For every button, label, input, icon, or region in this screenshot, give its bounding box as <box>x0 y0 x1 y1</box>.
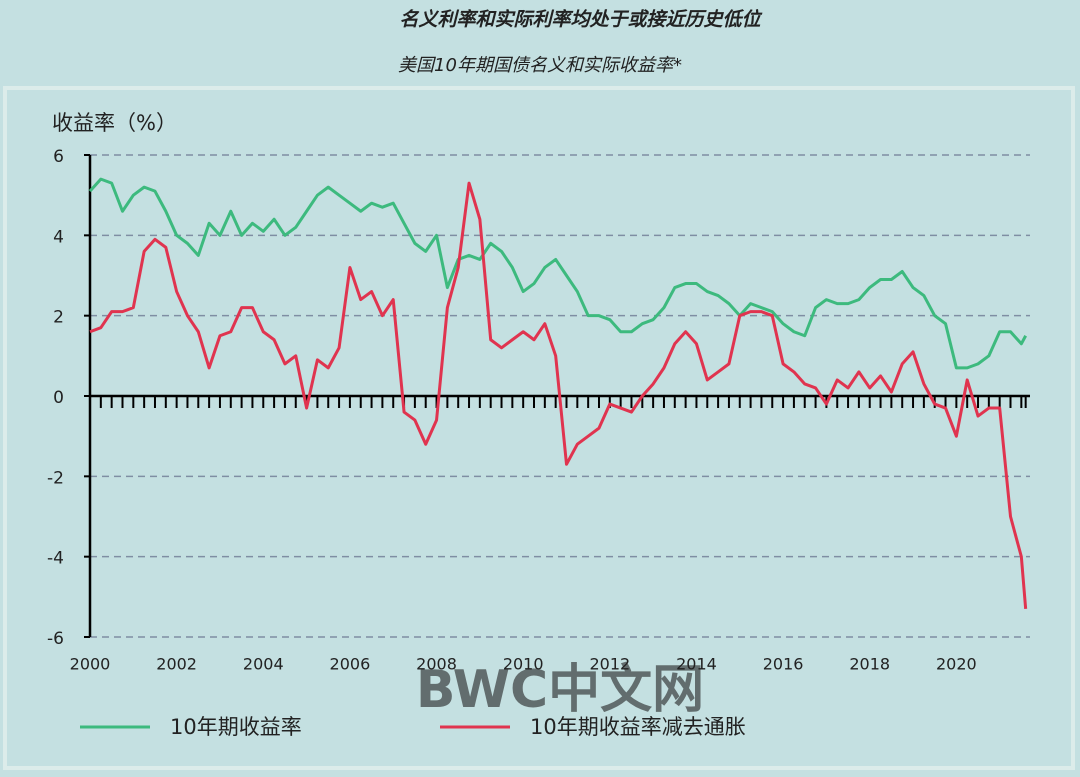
y-tick-label: 0 <box>53 388 64 408</box>
y-tick-label: -6 <box>47 629 64 649</box>
x-tick-label: 2004 <box>243 655 284 674</box>
y-tick-label: 4 <box>53 227 64 247</box>
legend-label: 10年期收益率减去通胀 <box>530 715 746 739</box>
watermark: BWC中文网 <box>416 660 704 720</box>
legend-label: 10年期收益率 <box>170 715 302 739</box>
y-tick-label: 6 <box>53 147 64 167</box>
x-tick-label: 2002 <box>156 655 197 674</box>
x-tick-label: 2016 <box>763 655 804 674</box>
frame <box>3 86 1075 770</box>
x-tick-label: 2020 <box>936 655 977 674</box>
x-tick-label: 2018 <box>849 655 890 674</box>
y-tick-label: -2 <box>47 468 64 488</box>
y-tick-label: -4 <box>47 549 64 569</box>
y-tick-label: 2 <box>53 308 64 328</box>
y-axis-label: 收益率（%） <box>52 111 177 135</box>
series-line <box>89 181 1028 610</box>
x-tick-label: 2008 <box>416 655 457 674</box>
x-tick-label: 2010 <box>503 655 544 674</box>
series-line <box>88 177 1027 370</box>
x-tick-label: 2006 <box>330 655 371 674</box>
x-tick-label: 2014 <box>676 655 717 674</box>
chart-title: 名义利率和实际利率均处于或接近历史低位 <box>399 9 762 31</box>
chart-subtitle: 美国10年期国债名义和实际收益率* <box>398 55 682 76</box>
x-tick-label: 2012 <box>589 655 630 674</box>
x-tick-label: 2000 <box>70 655 111 674</box>
